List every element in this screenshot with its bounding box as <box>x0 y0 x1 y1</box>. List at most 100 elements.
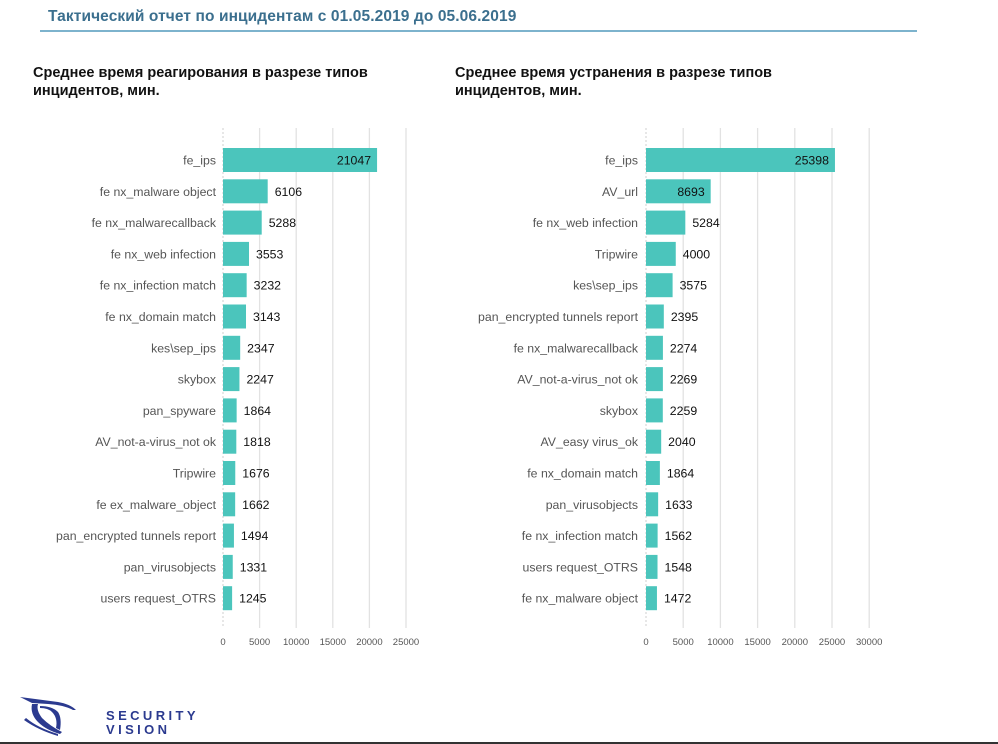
resolution-category-label: AV_easy virus_ok <box>540 435 638 449</box>
response-category-label: fe nx_web infection <box>111 247 216 261</box>
resolution-category-label: fe nx_domain match <box>527 467 638 481</box>
resolution-bar <box>646 398 663 423</box>
response-value-label: 1676 <box>242 467 270 481</box>
response-bar <box>223 492 236 517</box>
resolution-category-label: pan_virusobjects <box>546 498 638 512</box>
resolution-tick-label: 25000 <box>819 637 845 648</box>
response-bar <box>223 148 378 172</box>
resolution-category-label: fe nx_malwarecallback <box>514 341 639 355</box>
resolution-value-label: 1633 <box>665 498 693 512</box>
resolution-value-label: 25398 <box>795 154 829 168</box>
resolution-category-label: fe nx_malware object <box>522 592 639 606</box>
resolution-value-label: 5284 <box>692 216 720 230</box>
resolution-time-chart-title: Среднее время устранения в разрезе типов… <box>455 65 772 99</box>
resolution-bar <box>646 554 658 579</box>
resolution-category-label: users request_OTRS <box>523 560 639 574</box>
resolution-bar <box>646 179 711 204</box>
resolution-value-label: 2040 <box>668 435 696 449</box>
response-bar <box>223 304 247 329</box>
response-category-label: fe nx_malwarecallback <box>92 216 217 230</box>
response-tick-label: 5000 <box>249 637 270 648</box>
response-value-label: 5288 <box>269 216 297 230</box>
resolution-value-label: 2274 <box>670 341 698 355</box>
resolution-value-label: 2269 <box>670 373 698 387</box>
response-category-label: kes\sep_ips <box>151 341 216 355</box>
response-category-label: fe nx_malware object <box>100 185 217 199</box>
resolution-category-label: skybox <box>600 404 639 418</box>
resolution-bar <box>646 523 658 548</box>
resolution-bar <box>646 210 686 235</box>
resolution-tick-label: 0 <box>643 637 648 648</box>
response-bar <box>223 398 237 423</box>
response-value-label: 6106 <box>275 185 303 199</box>
response-category-label: fe ex_malware_object <box>96 498 216 512</box>
response-value-label: 1662 <box>242 498 270 512</box>
resolution-bar <box>646 148 835 172</box>
resolution-value-label: 3575 <box>680 279 708 293</box>
response-value-label: 1245 <box>239 592 267 606</box>
resolution-bar <box>646 241 676 266</box>
resolution-bar <box>646 586 657 611</box>
resolution-value-label: 4000 <box>683 247 711 261</box>
report-title: Тактический отчет по инцидентам с 01.05.… <box>48 8 517 25</box>
resolution-tick-label: 10000 <box>707 637 733 648</box>
response-value-label: 1818 <box>243 435 271 449</box>
title-divider <box>40 30 917 32</box>
response-category-label: pan_encrypted tunnels report <box>56 529 217 543</box>
resolution-category-label: Tripwire <box>595 247 638 261</box>
response-bar <box>223 179 268 204</box>
resolution-category-label: pan_encrypted tunnels report <box>478 310 639 324</box>
response-value-label: 21047 <box>337 154 371 168</box>
resolution-bar <box>646 273 673 298</box>
resolution-category-label: fe_ips <box>605 154 638 168</box>
response-bar <box>223 367 240 392</box>
response-value-label: 1494 <box>241 529 269 543</box>
bar-charts: 0 5000 10000 15000 20000 25000 fe_ips 21047 fe n… <box>56 128 882 648</box>
resolution-tick-label: 20000 <box>782 637 808 648</box>
response-category-label: fe nx_domain match <box>105 310 216 324</box>
resolution-bar <box>646 429 662 454</box>
response-tick-label: 25000 <box>393 637 419 648</box>
response-value-label: 1331 <box>240 560 268 574</box>
response-value-label: 3553 <box>256 247 284 261</box>
response-bar <box>223 429 237 454</box>
response-category-label: fe nx_infection match <box>100 279 216 293</box>
resolution-bar <box>646 461 660 485</box>
response-tick-label: 0 <box>220 637 225 648</box>
response-tick-label: 20000 <box>356 637 382 648</box>
response-bar <box>223 273 247 298</box>
response-bar <box>223 523 234 548</box>
response-bar <box>223 554 233 579</box>
resolution-bar <box>646 335 663 360</box>
response-tick-label: 15000 <box>320 637 346 648</box>
response-value-label: 3143 <box>253 310 281 324</box>
response-category-label: pan_virusobjects <box>124 560 216 574</box>
response-value-label: 2247 <box>246 373 274 387</box>
response-bar <box>223 210 262 235</box>
resolution-value-label: 2259 <box>670 404 698 418</box>
response-value-label: 1864 <box>244 404 272 418</box>
response-bar <box>223 461 236 485</box>
resolution-category-label: fe nx_web infection <box>533 216 638 230</box>
response-value-label: 3232 <box>254 279 282 293</box>
response-category-label: Tripwire <box>173 467 216 481</box>
response-category-label: AV_not-a-virus_not ok <box>95 435 217 449</box>
eye-logo-icon <box>20 697 76 736</box>
logo-text-line2: VISION <box>106 722 171 737</box>
resolution-value-label: 1562 <box>665 529 693 543</box>
resolution-value-label: 8693 <box>677 185 705 199</box>
response-bar <box>223 586 233 611</box>
response-category-label: fe_ips <box>183 154 216 168</box>
resolution-value-label: 1548 <box>665 560 693 574</box>
response-tick-label: 10000 <box>283 637 309 648</box>
resolution-tick-label: 5000 <box>673 637 694 648</box>
response-category-label: users request_OTRS <box>101 592 217 606</box>
resolution-tick-label: 30000 <box>856 637 882 648</box>
response-time-chart-title: Среднее время реагирования в разрезе тип… <box>33 65 368 99</box>
resolution-category-label: kes\sep_ips <box>573 279 638 293</box>
security-vision-logo: SECURITY VISION <box>18 696 218 740</box>
logo-text-line1: SECURITY <box>106 708 199 723</box>
response-category-label: skybox <box>178 373 217 387</box>
resolution-value-label: 1864 <box>667 467 695 481</box>
resolution-category-label: AV_not-a-virus_not ok <box>517 373 639 387</box>
